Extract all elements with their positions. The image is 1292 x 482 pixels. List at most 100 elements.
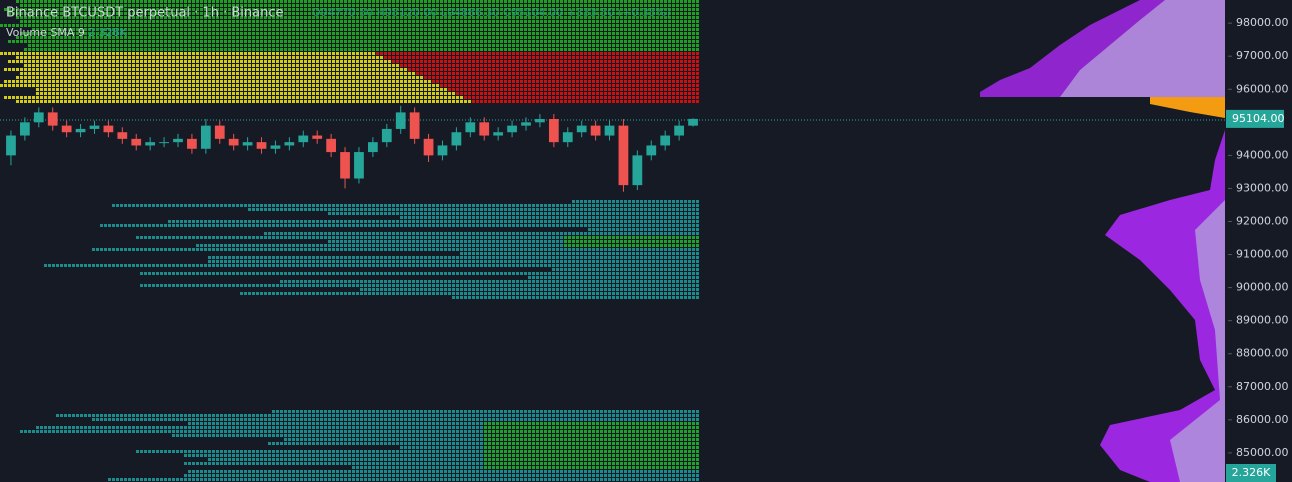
heat-cell — [112, 96, 115, 99]
heat-cell — [236, 60, 239, 63]
heat-cell — [404, 12, 407, 15]
heat-cell — [376, 20, 379, 23]
heat-cell — [376, 32, 379, 35]
heat-cell — [456, 92, 459, 95]
heat-cell — [248, 204, 251, 207]
heat-cell — [544, 212, 547, 215]
heat-cell — [260, 60, 263, 63]
heat-cell — [260, 92, 263, 95]
heat-cell — [440, 80, 443, 83]
heat-cell — [600, 72, 603, 75]
heat-cell — [464, 48, 467, 51]
heat-cell — [640, 64, 643, 67]
heat-cell — [460, 68, 463, 71]
heat-cell — [492, 212, 495, 215]
heat-cell — [588, 64, 591, 67]
heat-cell — [268, 20, 271, 23]
heat-cell — [84, 36, 87, 39]
heat-cell — [496, 24, 499, 27]
heat-cell — [192, 48, 195, 51]
heat-cell — [448, 212, 451, 215]
heat-cell — [692, 28, 695, 31]
heat-cell — [644, 204, 647, 207]
heat-cell — [456, 0, 459, 3]
heat-cell — [652, 52, 655, 55]
heat-cell — [376, 80, 379, 83]
heat-cell — [580, 52, 583, 55]
heat-cell — [324, 28, 327, 31]
heat-cell — [444, 56, 447, 59]
heat-cell — [316, 8, 319, 11]
heat-cell — [244, 4, 247, 7]
heat-cell — [212, 72, 215, 75]
heat-cell — [676, 48, 679, 51]
heat-cell — [232, 80, 235, 83]
heat-cell — [16, 12, 19, 15]
heat-cell — [164, 32, 167, 35]
heat-cell — [224, 88, 227, 91]
heat-cell — [84, 64, 87, 67]
heat-cell — [636, 212, 639, 215]
heat-cell — [496, 68, 499, 71]
heat-cell — [80, 100, 83, 103]
heat-cell — [532, 32, 535, 35]
heat-cell — [368, 40, 371, 43]
heat-cell — [396, 88, 399, 91]
heat-cell — [32, 52, 35, 55]
heat-cell — [436, 24, 439, 27]
heat-cell — [552, 208, 555, 211]
heat-cell — [508, 40, 511, 43]
heat-cell — [624, 56, 627, 59]
heat-cell — [440, 88, 443, 91]
heat-cell — [164, 40, 167, 43]
heat-cell — [164, 72, 167, 75]
heat-cell — [304, 12, 307, 15]
heat-cell — [696, 204, 699, 207]
heat-cell — [428, 216, 431, 219]
heat-cell — [596, 24, 599, 27]
heat-cell — [500, 8, 503, 11]
heat-cell — [520, 80, 523, 83]
heat-cell — [196, 100, 199, 103]
heat-cell — [4, 68, 7, 71]
heat-cell — [248, 40, 251, 43]
heat-cell — [232, 72, 235, 75]
heat-cell — [404, 80, 407, 83]
heat-cell — [144, 8, 147, 11]
heat-cell — [376, 212, 379, 215]
heat-cell — [660, 28, 663, 31]
heat-cell — [292, 16, 295, 19]
heat-cell — [552, 80, 555, 83]
heat-cell — [284, 84, 287, 87]
heat-cell — [580, 16, 583, 19]
heat-cell — [368, 8, 371, 11]
heat-cell — [160, 28, 163, 31]
heat-cell — [280, 84, 283, 87]
heat-cell — [404, 32, 407, 35]
heat-cell — [84, 44, 87, 47]
heat-cell — [176, 64, 179, 67]
heat-cell — [356, 208, 359, 211]
heat-cell — [136, 40, 139, 43]
heat-cell — [692, 4, 695, 7]
heat-cell — [436, 28, 439, 31]
heat-cell — [388, 72, 391, 75]
heat-cell — [680, 0, 683, 3]
heat-cell — [428, 208, 431, 211]
heat-cell — [308, 12, 311, 15]
heat-cell — [560, 12, 563, 15]
heat-cell — [292, 68, 295, 71]
heat-cell — [464, 88, 467, 91]
heat-cell — [380, 80, 383, 83]
heat-cell — [380, 12, 383, 15]
heat-cell — [296, 204, 299, 207]
heat-cell — [632, 56, 635, 59]
heat-cell — [312, 208, 315, 211]
heat-cell — [544, 24, 547, 27]
heat-cell — [616, 32, 619, 35]
heat-cell — [352, 220, 355, 223]
heat-cell — [140, 56, 143, 59]
heat-cell — [52, 12, 55, 15]
heat-cell — [592, 20, 595, 23]
heat-cell — [116, 16, 119, 19]
